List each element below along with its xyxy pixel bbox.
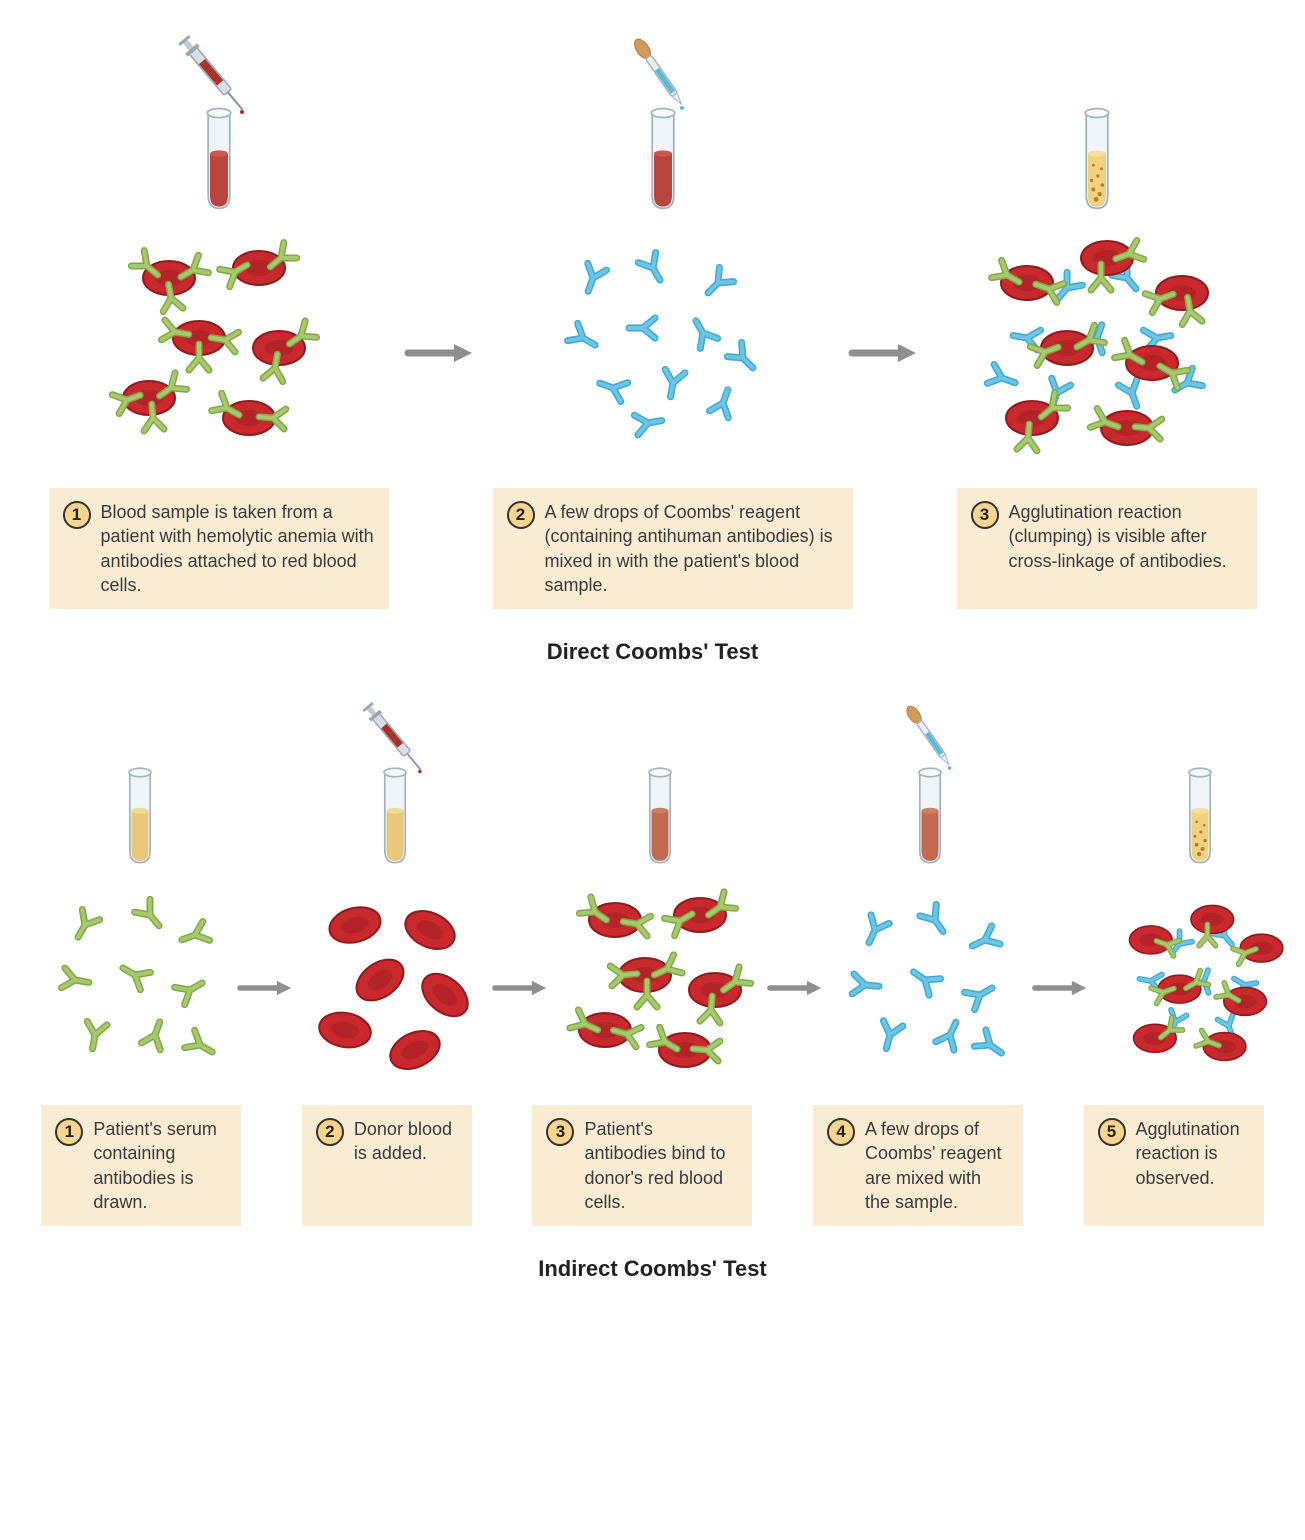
- indirect-captions: 1 Patient's serum containing antibodies …: [40, 1105, 1265, 1226]
- indirect-step-4-viz: [825, 875, 1035, 1095]
- indirect-step-2-viz: [295, 875, 495, 1095]
- step-number-badge: 1: [63, 501, 91, 529]
- step-number-badge: 5: [1098, 1118, 1126, 1146]
- caption-text: Patient's serum containing antibodies is…: [93, 1117, 227, 1214]
- indirect-arrow-4: [1035, 725, 1090, 1001]
- indirect-step-3-viz: [550, 875, 770, 1095]
- indirect-step-1: [40, 725, 240, 1095]
- rbc-bound-green-icon: [550, 875, 770, 1095]
- caption-text: Donor blood is added.: [354, 1117, 458, 1166]
- arrow-icon: [495, 975, 550, 1001]
- step-number-badge: 3: [971, 501, 999, 529]
- indirect-caption-3: 3 Patient's antibodies bind to donor's r…: [532, 1105, 752, 1226]
- direct-step-2-viz: [523, 218, 803, 478]
- direct-step-1: [49, 58, 389, 478]
- arrow-icon: [240, 975, 295, 1001]
- indirect-title: Indirect Coombs' Test: [40, 1256, 1265, 1282]
- indirect-caption-1: 1 Patient's serum containing antibodies …: [41, 1105, 241, 1226]
- direct-step-1-top: [159, 58, 279, 218]
- caption-text: Agglutination reaction is observed.: [1136, 1117, 1250, 1190]
- indirect-step-5-top: [1170, 725, 1230, 875]
- indirect-arrow-3: [770, 725, 825, 1001]
- indirect-row: [40, 725, 1265, 1095]
- step-number-badge: 2: [507, 501, 535, 529]
- syringe-serum-tube-icon: [340, 725, 450, 875]
- caption-text: Agglutination reaction (clumping) is vis…: [1009, 500, 1243, 573]
- caption-text: A few drops of Coombs' reagent (containi…: [545, 500, 839, 597]
- direct-row: [40, 58, 1265, 478]
- direct-caption-1: 1 Blood sample is taken from a patient w…: [49, 488, 389, 609]
- dropper-tube-icon: [603, 58, 723, 218]
- direct-step-2: [493, 58, 833, 478]
- agglutination-cluster-icon: [937, 218, 1257, 478]
- indirect-arrow-1: [240, 725, 295, 1001]
- blue-antibodies-icon: [523, 218, 803, 478]
- step-number-badge: 3: [546, 1118, 574, 1146]
- indirect-step-2-top: [340, 725, 450, 875]
- agglut-tube-small-icon: [1170, 725, 1230, 875]
- rbc-only-icon: [295, 875, 495, 1095]
- rbc-green-ab-cluster-icon: [69, 218, 369, 478]
- blood-tube-icon: [630, 725, 690, 875]
- blue-antibodies-small-icon: [825, 875, 1035, 1095]
- direct-caption-3: 3 Agglutination reaction (clumping) is v…: [957, 488, 1257, 609]
- syringe-tube-icon: [159, 58, 279, 218]
- step-number-badge: 4: [827, 1118, 855, 1146]
- agglut-tube-icon: [1057, 58, 1137, 218]
- direct-step-3-viz: [937, 218, 1257, 478]
- caption-text: Patient's antibodies bind to donor's red…: [584, 1117, 738, 1214]
- caption-text: Blood sample is taken from a patient wit…: [101, 500, 375, 597]
- indirect-coombs-section: 1 Patient's serum containing antibodies …: [40, 725, 1265, 1282]
- indirect-step-5-viz: [1085, 875, 1305, 1095]
- indirect-step-5: [1090, 725, 1305, 1095]
- indirect-step-4-top: [875, 725, 985, 875]
- green-antibodies-icon: [40, 875, 240, 1095]
- direct-coombs-section: 1 Blood sample is taken from a patient w…: [40, 58, 1265, 665]
- indirect-step-1-viz: [40, 875, 240, 1095]
- direct-arrow-1: [406, 58, 476, 368]
- direct-captions: 1 Blood sample is taken from a patient w…: [40, 488, 1265, 609]
- indirect-step-4: [825, 725, 1035, 1095]
- agglutination-small-icon: [1085, 875, 1305, 1095]
- indirect-caption-2: 2 Donor blood is added.: [302, 1105, 472, 1226]
- indirect-step-3-top: [630, 725, 690, 875]
- direct-step-3-top: [1057, 58, 1137, 218]
- indirect-step-3: [550, 725, 770, 1095]
- caption-text: A few drops of Coombs' reagent are mixed…: [865, 1117, 1009, 1214]
- indirect-step-2: [295, 725, 495, 1095]
- indirect-step-1-top: [110, 725, 170, 875]
- direct-arrow-2: [850, 58, 920, 368]
- direct-step-2-top: [603, 58, 723, 218]
- arrow-icon: [850, 338, 920, 368]
- arrow-icon: [1035, 975, 1090, 1001]
- indirect-caption-4: 4 A few drops of Coombs' reagent are mix…: [813, 1105, 1023, 1226]
- serum-tube-icon: [110, 725, 170, 875]
- arrow-icon: [406, 338, 476, 368]
- indirect-caption-5: 5 Agglutination reaction is observed.: [1084, 1105, 1264, 1226]
- arrow-icon: [770, 975, 825, 1001]
- direct-caption-2: 2 A few drops of Coombs' reagent (contai…: [493, 488, 853, 609]
- dropper-blood-tube-icon: [875, 725, 985, 875]
- direct-step-3: [937, 58, 1257, 478]
- indirect-arrow-2: [495, 725, 550, 1001]
- direct-step-1-viz: [69, 218, 369, 478]
- step-number-badge: 2: [316, 1118, 344, 1146]
- direct-title: Direct Coombs' Test: [40, 639, 1265, 665]
- step-number-badge: 1: [55, 1118, 83, 1146]
